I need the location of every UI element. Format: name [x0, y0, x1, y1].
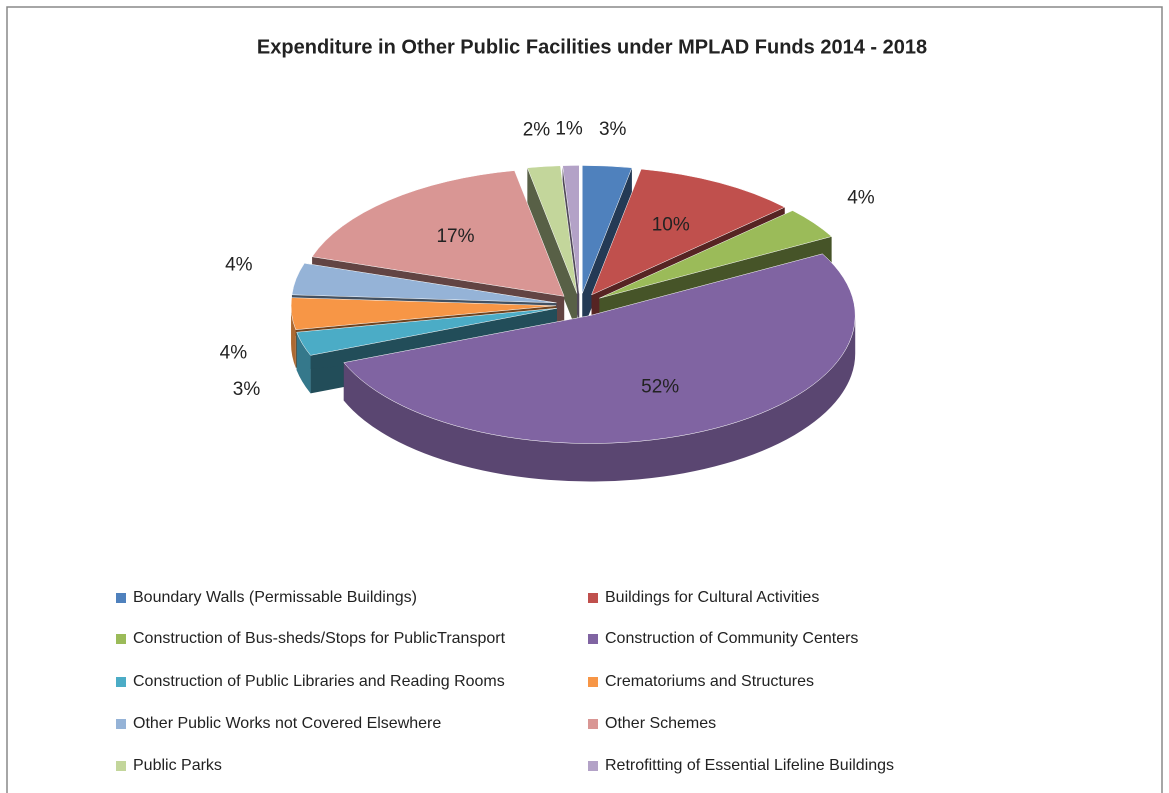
legend-swatch [116, 761, 126, 771]
legend-swatch [588, 593, 598, 603]
legend-label: Other Schemes [605, 715, 716, 732]
data-label: 17% [436, 226, 474, 247]
slice-side [343, 315, 856, 482]
data-label: 10% [652, 214, 690, 235]
data-label: 1% [555, 118, 583, 139]
legend-label: Crematoriums and Structures [605, 673, 814, 690]
slice-wall [527, 167, 577, 332]
data-label: 4% [220, 343, 248, 364]
slice-top [296, 307, 557, 356]
pie-slice [343, 253, 856, 482]
slice-top [591, 168, 786, 296]
legend-label: Buildings for Cultural Activities [605, 589, 819, 606]
legend-label: Construction of Public Libraries and Rea… [133, 673, 505, 690]
data-label: 4% [847, 187, 875, 208]
legend: Boundary Walls (Permissable Buildings) Bu… [116, 589, 894, 774]
legend-label: Boundary Walls (Permissable Buildings) [133, 589, 417, 606]
slice-side [296, 332, 311, 394]
pie: 3% 10% 4% 52% 3% 4% 4% 17% 2% 1% [220, 118, 875, 482]
slice-wall [296, 308, 557, 371]
data-label: 3% [233, 379, 261, 400]
legend-swatch [116, 677, 126, 687]
slice-top [562, 165, 580, 294]
slice-top [343, 253, 856, 444]
slice-top [311, 170, 565, 297]
slice-top [526, 165, 578, 294]
data-label: 52% [641, 376, 679, 397]
data-label: 4% [225, 255, 253, 276]
legend-label: Construction of Community Centers [605, 630, 858, 647]
legend-swatch [588, 719, 598, 729]
slice-top [582, 165, 633, 294]
legend-label: Retrofitting of Essential Lifeline Build… [605, 757, 894, 774]
chart-title: Expenditure in Other Public Facilities u… [257, 36, 927, 58]
legend-swatch [116, 593, 126, 603]
pie-slice [526, 165, 578, 332]
legend-swatch [116, 634, 126, 644]
chart-border [6, 6, 1163, 793]
slice-side [291, 305, 296, 368]
legend-label: Other Public Works not Covered Elsewhere [133, 715, 441, 732]
legend-swatch [588, 761, 598, 771]
legend-label: Public Parks [133, 757, 222, 774]
slice-top [291, 263, 557, 304]
data-label: 3% [599, 119, 627, 140]
slice-top [599, 210, 833, 299]
legend-swatch [116, 719, 126, 729]
data-label: 2% [523, 120, 551, 141]
legend-swatch [588, 634, 598, 644]
legend-label: Construction of Bus-sheds/Stops for Publ… [133, 630, 506, 647]
legend-swatch [588, 677, 598, 687]
slice-top [290, 297, 557, 330]
